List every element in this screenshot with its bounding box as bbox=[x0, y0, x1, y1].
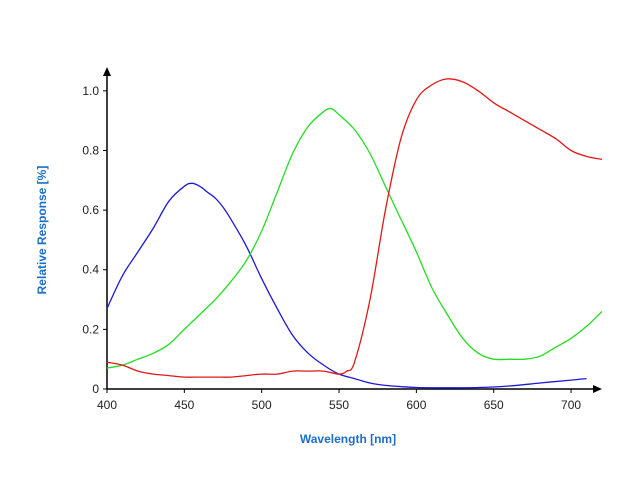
y-tick-label: 0 bbox=[92, 382, 99, 396]
x-tick-label: 600 bbox=[406, 398, 426, 412]
axes bbox=[103, 67, 602, 393]
y-tick-label: 0.4 bbox=[82, 263, 99, 277]
y-ticks: 0 0.2 0.4 0.6 0.8 1.0 bbox=[82, 84, 107, 396]
y-tick-label: 0.8 bbox=[82, 143, 99, 157]
y-axis-title: Relative Response [%] bbox=[35, 166, 49, 295]
x-tick-label: 500 bbox=[252, 398, 272, 412]
series-layer bbox=[106, 78, 603, 389]
x-axis-arrow bbox=[593, 385, 602, 393]
series-line-2 bbox=[106, 107, 603, 369]
y-axis-arrow bbox=[103, 67, 111, 76]
y-tick-label: 0.6 bbox=[82, 203, 99, 217]
y-tick-label: 0.2 bbox=[82, 322, 99, 336]
y-tick-label: 1.0 bbox=[82, 84, 99, 98]
x-tick-label: 550 bbox=[329, 398, 349, 412]
x-tick-label: 700 bbox=[561, 398, 581, 412]
x-axis-title: Wavelength [nm] bbox=[300, 432, 396, 446]
x-tick-label: 450 bbox=[174, 398, 194, 412]
series-line-1 bbox=[106, 182, 587, 389]
x-ticks: 400 450 500 550 600 650 700 bbox=[97, 389, 581, 412]
x-tick-label: 400 bbox=[97, 398, 117, 412]
x-tick-label: 650 bbox=[484, 398, 504, 412]
series-line-3 bbox=[106, 78, 603, 378]
